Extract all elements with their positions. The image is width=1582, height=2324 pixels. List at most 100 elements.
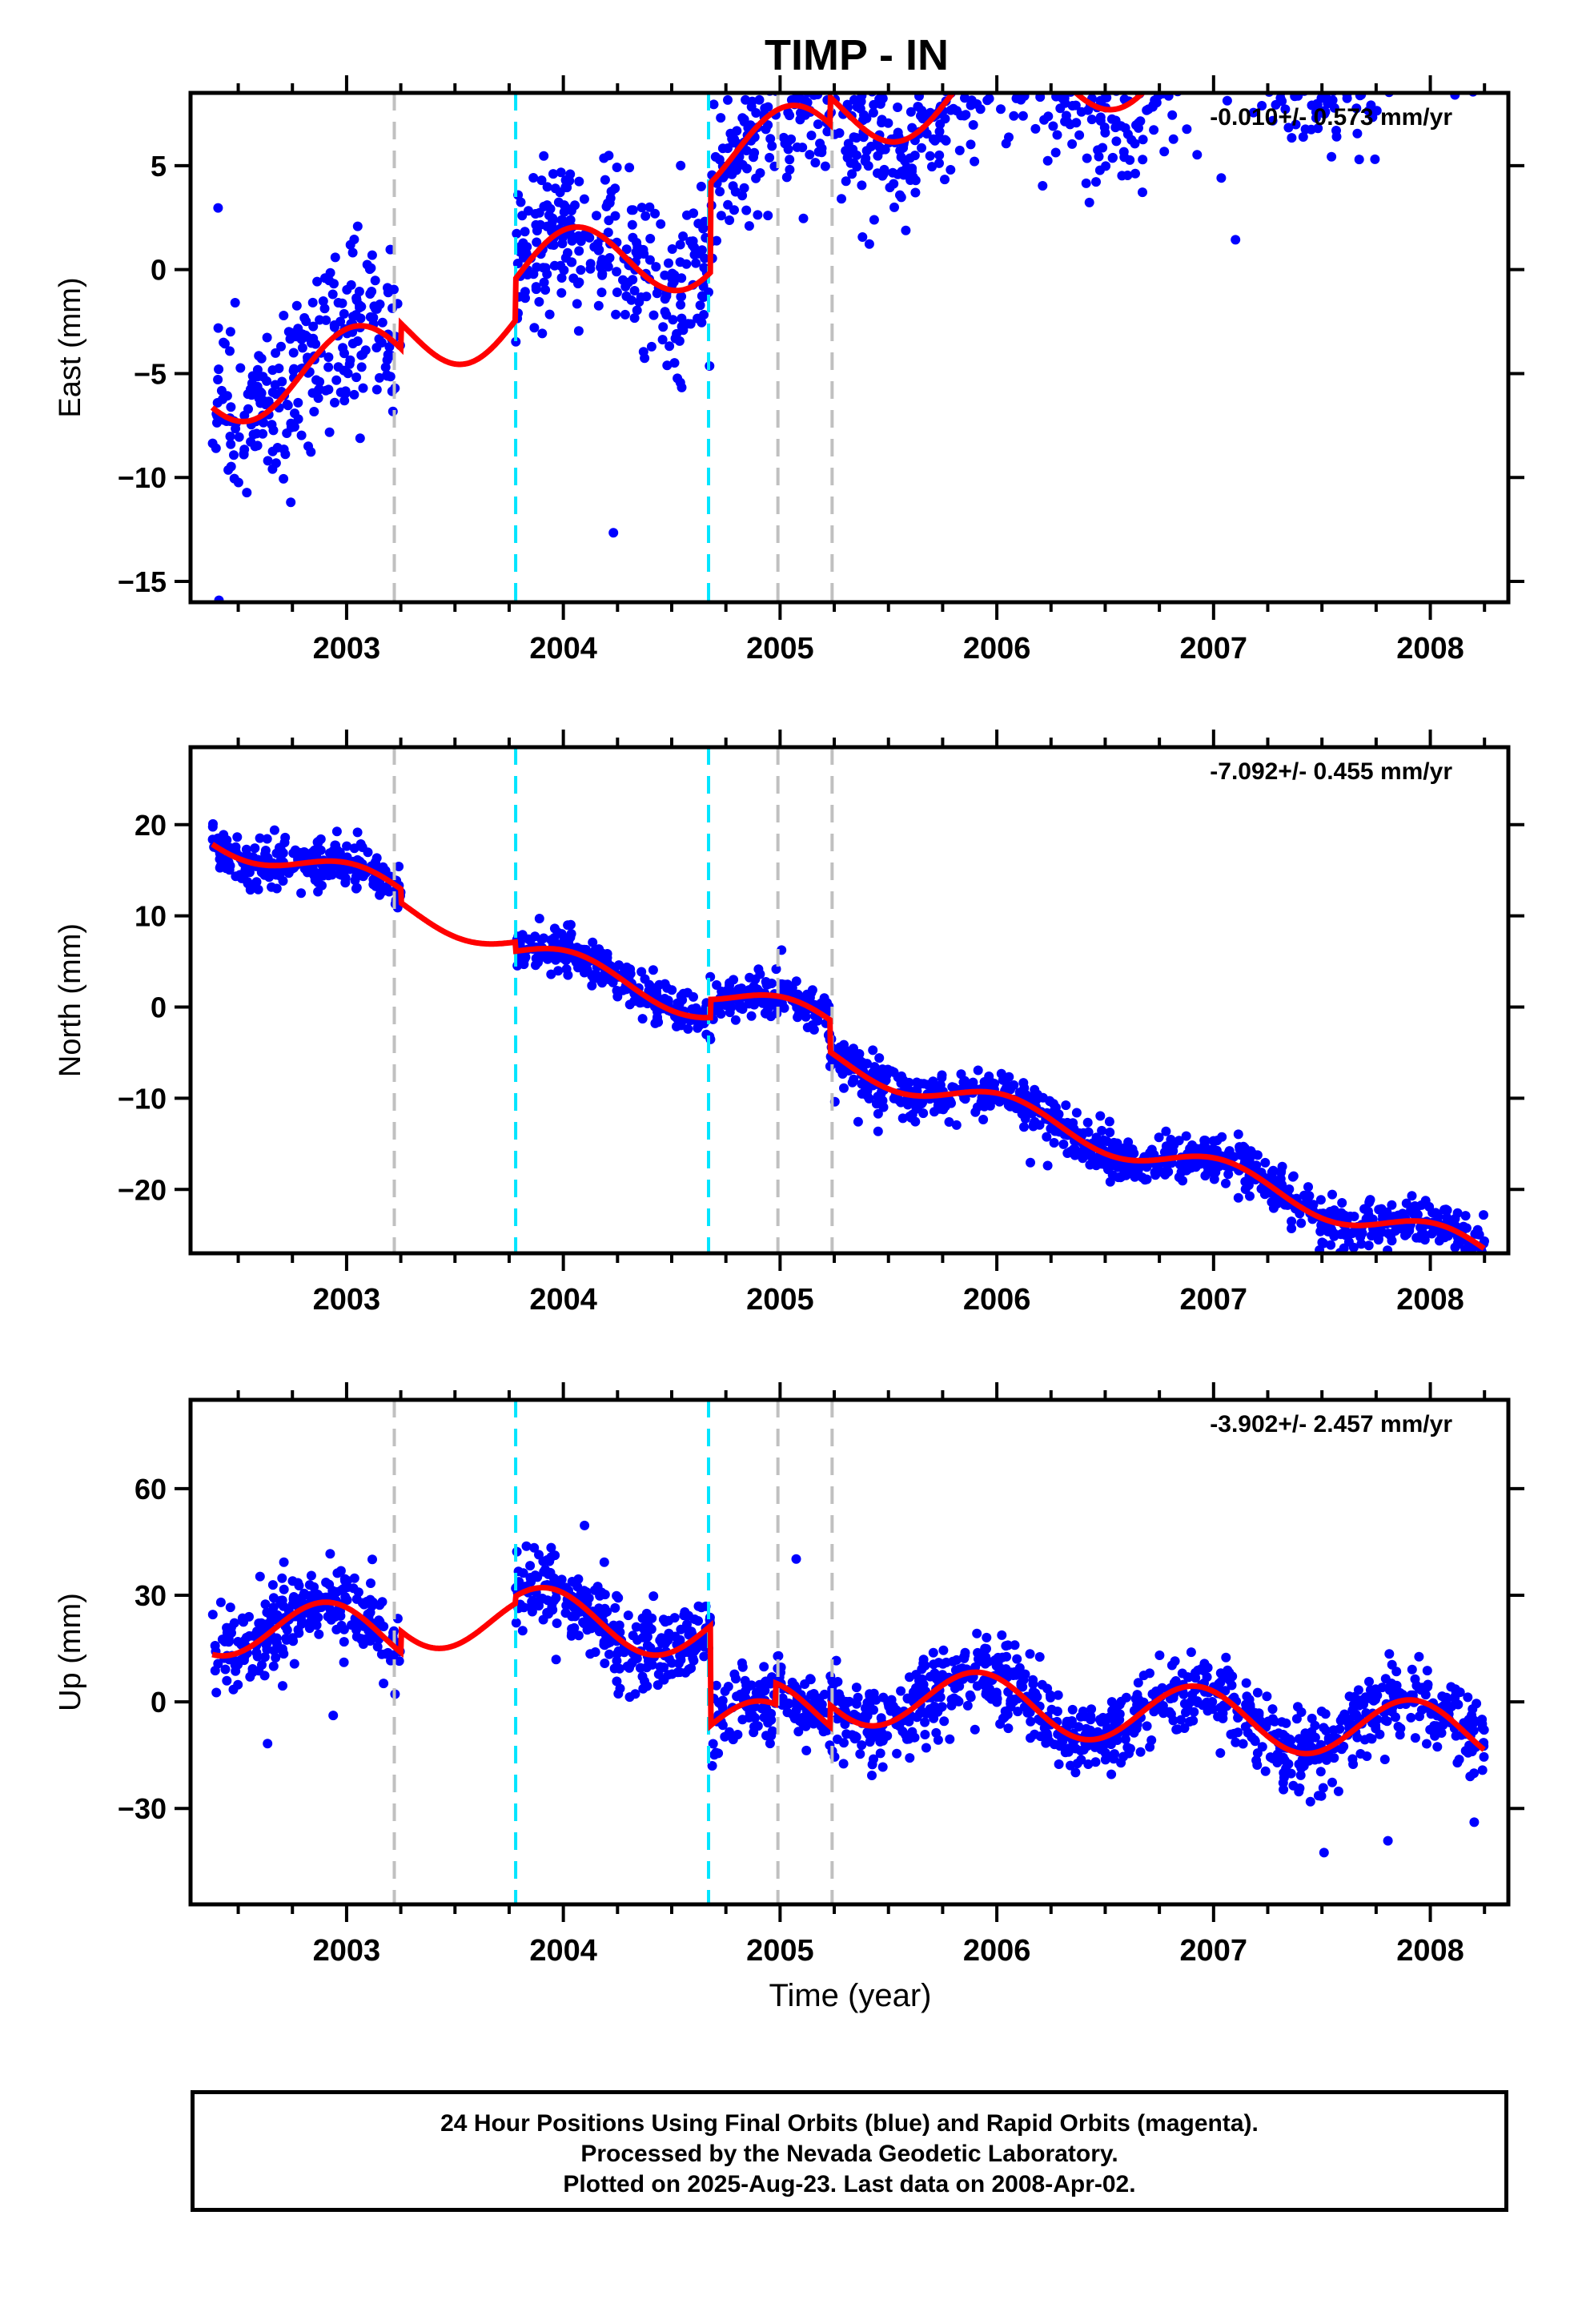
data-point [1468, 33, 1477, 42]
data-point [1463, 1747, 1473, 1758]
data-point [1409, 1209, 1419, 1220]
data-point [1104, 1712, 1114, 1723]
data-point [1391, 1712, 1400, 1723]
data-point [992, 1697, 1002, 1707]
data-point [952, 54, 962, 64]
data-point [954, 145, 965, 155]
data-point [778, 132, 789, 143]
y-tick-label: −15 [118, 565, 167, 598]
data-point [1116, 1172, 1126, 1182]
data-point [522, 270, 532, 279]
data-point [837, 1698, 848, 1708]
data-point [652, 1014, 662, 1024]
data-point [644, 202, 655, 212]
data-point [1000, 1706, 1010, 1716]
data-point [207, 1610, 218, 1620]
data-point [1138, 187, 1147, 198]
data-point [242, 488, 252, 498]
data-point [339, 365, 349, 376]
data-point [717, 1695, 728, 1706]
data-point [939, 1716, 950, 1727]
data-point [394, 1656, 404, 1667]
data-point [989, 6, 998, 15]
data-point [1166, 1135, 1176, 1144]
data-point [677, 273, 687, 283]
data-point [1280, 1731, 1291, 1742]
data-point [1048, 9, 1058, 18]
data-point [318, 296, 328, 306]
data-point [1203, 1706, 1213, 1716]
data-point [1075, 1711, 1086, 1722]
data-point [895, 190, 905, 200]
data-point [987, 30, 997, 39]
data-point [1456, 46, 1465, 56]
data-point [1349, 1691, 1359, 1702]
data-point [1048, 121, 1058, 131]
data-point [1262, 1691, 1272, 1702]
data-point [1067, 61, 1077, 70]
data-point [1452, 1758, 1463, 1768]
data-point [1339, 1741, 1349, 1751]
data-point [1287, 1224, 1297, 1233]
data-point [1159, 6, 1169, 16]
data-point [667, 1658, 677, 1668]
data-point [1478, 58, 1488, 68]
data-point [744, 999, 754, 1009]
data-point [884, 1702, 894, 1712]
data-point [764, 979, 774, 989]
data-point [289, 1659, 299, 1669]
data-point [994, 38, 1003, 47]
data-point [1315, 63, 1324, 73]
data-point [656, 219, 666, 229]
data-point [905, 1672, 914, 1683]
data-point [1348, 1242, 1359, 1252]
data-point [985, 53, 994, 62]
data-point [557, 232, 568, 243]
data-point [1414, 1683, 1424, 1694]
data-point [621, 244, 632, 255]
data-point [585, 1617, 596, 1627]
data-point [640, 211, 651, 221]
data-point [1030, 42, 1040, 51]
data-point [1223, 50, 1233, 59]
data-point [885, 183, 895, 193]
data-point [1211, 5, 1220, 14]
data-point [1420, 1196, 1431, 1206]
data-point [536, 175, 547, 186]
data-point [1384, 1685, 1395, 1695]
data-point [311, 1620, 322, 1630]
data-point [926, 1671, 935, 1682]
data-point [1062, 79, 1072, 89]
data-point [1155, 51, 1165, 61]
data-point [600, 1590, 610, 1600]
data-point [1211, 1145, 1222, 1156]
data-point [289, 364, 299, 374]
data-point [852, 150, 861, 160]
data-point [1387, 1236, 1397, 1246]
data-point [511, 336, 521, 347]
data-point [1142, 1721, 1152, 1731]
data-point [330, 397, 339, 408]
data-point [896, 1097, 906, 1108]
data-point [924, 72, 934, 82]
data-point [520, 293, 530, 304]
data-point [1351, 69, 1361, 78]
data-point [287, 1599, 298, 1610]
data-point [1328, 32, 1338, 42]
data-point [1375, 30, 1384, 39]
data-point [1404, 10, 1414, 19]
data-point [1365, 1733, 1375, 1743]
data-point [696, 181, 706, 191]
data-point [905, 107, 916, 117]
data-point [293, 397, 303, 408]
data-point [805, 150, 815, 160]
data-point [1030, 123, 1041, 134]
x-tick-label: 2008 [1396, 632, 1464, 665]
data-point [1003, 1723, 1014, 1734]
data-point [325, 1549, 335, 1559]
data-point [1009, 54, 1018, 63]
data-point [573, 326, 584, 336]
data-point [588, 937, 598, 947]
data-point [970, 57, 979, 66]
data-point [632, 305, 642, 316]
